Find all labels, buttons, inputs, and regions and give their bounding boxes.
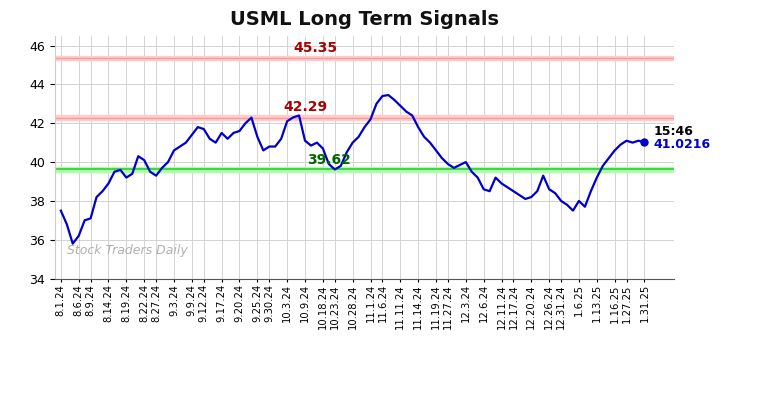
Text: 39.62: 39.62 [307, 152, 350, 166]
Text: 45.35: 45.35 [293, 41, 337, 55]
Text: 15:46: 15:46 [653, 125, 693, 138]
Text: 41.0216: 41.0216 [653, 138, 710, 151]
Text: Stock Traders Daily: Stock Traders Daily [67, 244, 188, 257]
Bar [55, 115, 674, 120]
Text: 42.29: 42.29 [283, 100, 327, 114]
Bar [55, 167, 674, 172]
Title: USML Long Term Signals: USML Long Term Signals [230, 10, 499, 29]
Bar [55, 56, 674, 60]
